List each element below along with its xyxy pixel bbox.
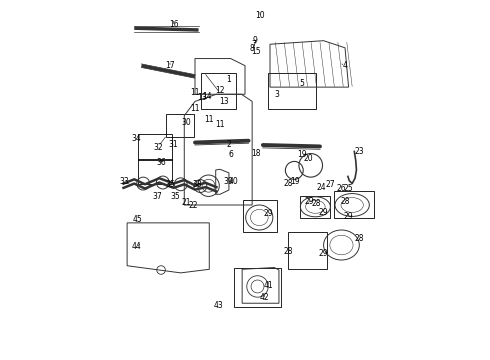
Text: 29: 29: [319, 208, 328, 217]
Bar: [201, 73, 236, 109]
Text: 6: 6: [228, 150, 233, 159]
Text: 37: 37: [152, 192, 162, 201]
Text: 9: 9: [252, 36, 257, 45]
Text: 4: 4: [343, 61, 347, 70]
Bar: [268, 73, 317, 109]
Bar: [334, 191, 373, 217]
Text: 2: 2: [226, 140, 231, 149]
Text: 20: 20: [304, 154, 314, 163]
Text: 35: 35: [165, 180, 175, 189]
Text: 3: 3: [275, 90, 280, 99]
Text: 32: 32: [154, 143, 163, 152]
Text: 22: 22: [189, 201, 198, 210]
Text: 45: 45: [132, 215, 142, 224]
Text: 11: 11: [204, 115, 214, 124]
Text: 13: 13: [219, 97, 228, 106]
Text: 29: 29: [319, 249, 328, 258]
Text: 5: 5: [300, 79, 305, 88]
Text: 24: 24: [317, 183, 327, 192]
Text: 28: 28: [283, 247, 293, 256]
Text: 11: 11: [215, 120, 225, 129]
Text: 14: 14: [202, 91, 212, 100]
Text: 12: 12: [215, 86, 225, 95]
Text: 15: 15: [251, 47, 261, 56]
Text: 41: 41: [264, 281, 273, 290]
Bar: [166, 114, 194, 137]
Text: 25: 25: [344, 184, 353, 193]
Text: 35: 35: [171, 192, 180, 201]
Text: 28: 28: [283, 179, 293, 188]
Text: 18: 18: [251, 149, 261, 158]
Text: 1: 1: [226, 76, 231, 85]
Text: 19: 19: [290, 177, 300, 186]
Text: 28: 28: [355, 234, 364, 243]
Text: 30: 30: [181, 118, 191, 127]
Text: 43: 43: [213, 301, 223, 310]
Text: 21: 21: [181, 198, 191, 207]
Bar: [138, 158, 172, 184]
Text: 16: 16: [169, 20, 178, 29]
Text: 11: 11: [190, 88, 200, 97]
Bar: [234, 267, 281, 307]
Text: 40: 40: [229, 177, 239, 186]
Text: 7: 7: [251, 40, 256, 49]
Text: 31: 31: [169, 140, 178, 149]
Text: 27: 27: [326, 180, 336, 189]
Text: 38: 38: [192, 180, 202, 189]
Text: 17: 17: [165, 61, 175, 70]
Text: 29: 29: [344, 212, 353, 221]
Text: 23: 23: [354, 147, 364, 156]
Text: 28: 28: [312, 199, 321, 208]
Text: 19: 19: [297, 150, 307, 159]
Text: 44: 44: [131, 242, 141, 251]
Text: 8: 8: [250, 44, 254, 53]
Text: 33: 33: [120, 177, 129, 186]
Text: 13: 13: [197, 93, 207, 102]
Text: 29: 29: [264, 210, 273, 219]
Bar: [243, 200, 277, 232]
Text: 42: 42: [260, 293, 270, 302]
Text: 11: 11: [190, 104, 200, 113]
Text: 34: 34: [131, 134, 141, 143]
Text: 10: 10: [255, 11, 265, 20]
Text: 29: 29: [304, 197, 314, 206]
Bar: [138, 134, 172, 160]
Text: 26: 26: [337, 184, 346, 193]
Bar: [300, 196, 330, 217]
Text: 39: 39: [223, 176, 233, 185]
Text: 36: 36: [156, 158, 166, 167]
Text: 28: 28: [340, 197, 350, 206]
Bar: [288, 232, 327, 269]
